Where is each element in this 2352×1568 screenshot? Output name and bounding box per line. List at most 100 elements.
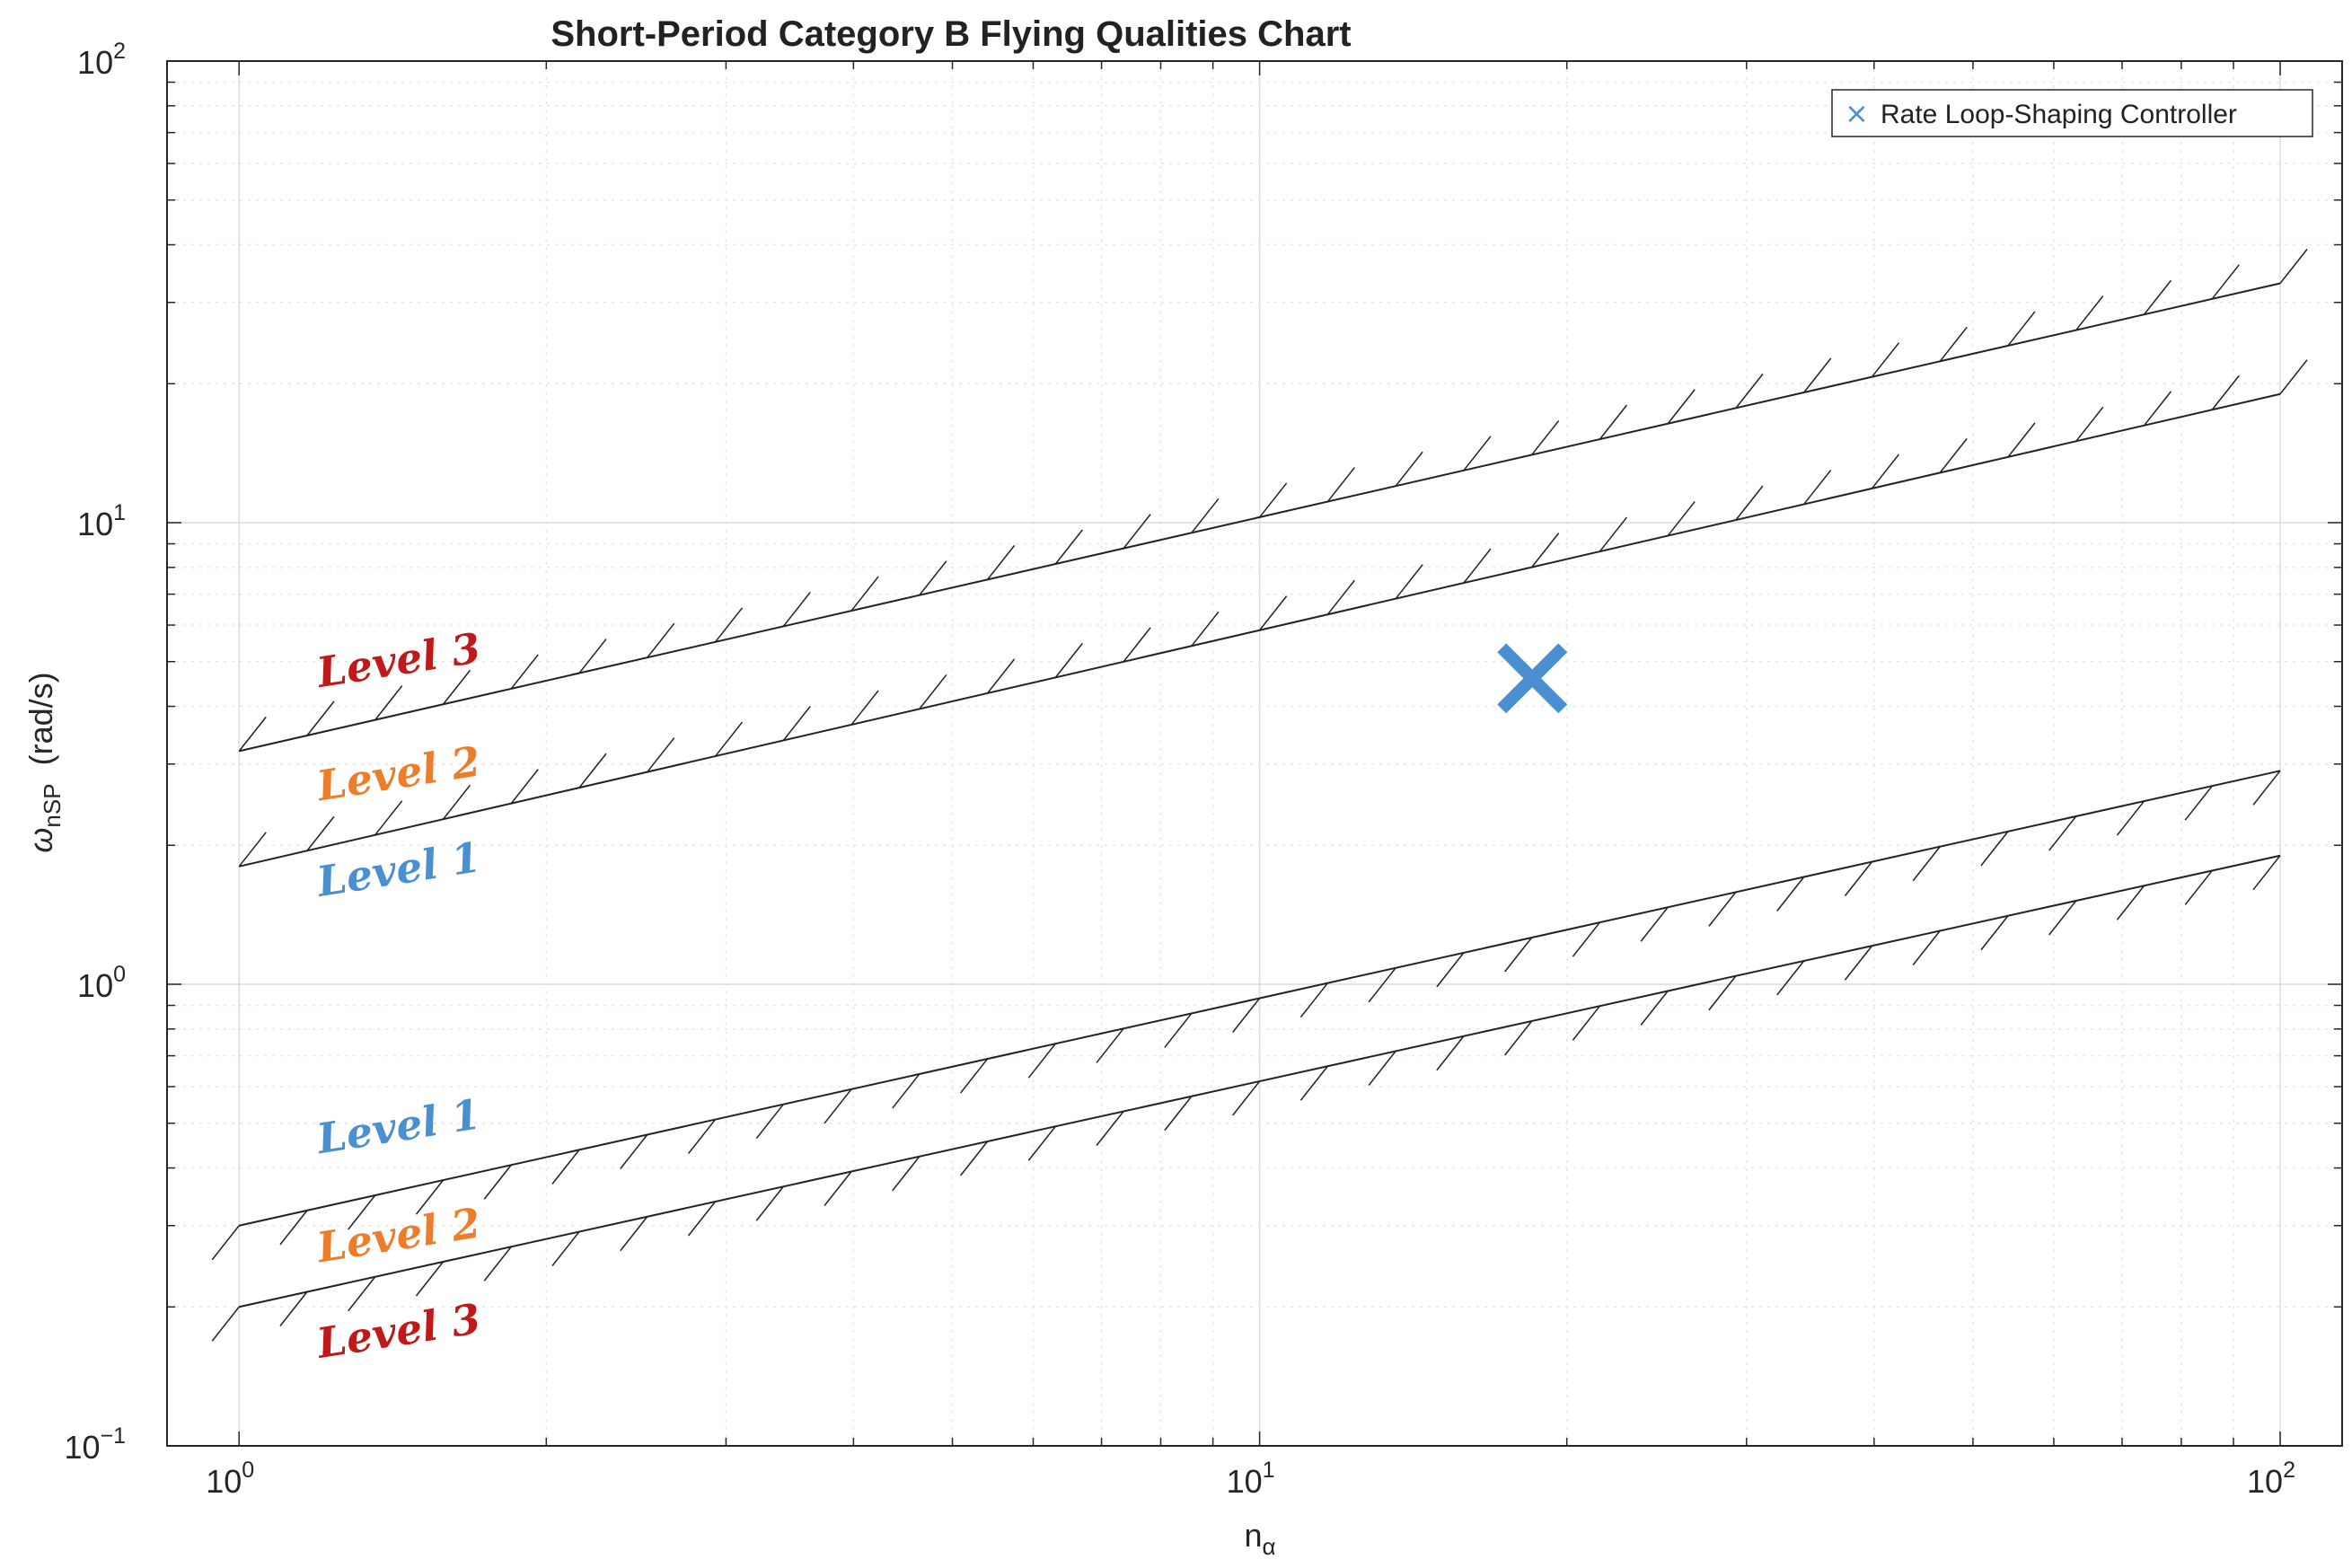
hatch-mark — [238, 832, 267, 868]
x-tick-label-base: 10 — [206, 1463, 242, 1500]
hatch-mark — [1463, 436, 1492, 471]
hatch-mark — [1436, 952, 1465, 988]
hatch-mark — [238, 716, 267, 752]
hatch-mark — [1232, 998, 1261, 1034]
hatch-mark — [892, 1156, 921, 1192]
x-tick-label-exponent: 1 — [1263, 1458, 1275, 1483]
legend-box — [1831, 89, 2313, 137]
hatch-mark — [279, 1210, 308, 1246]
hatch-mark — [415, 1261, 445, 1297]
marker-stroke — [1497, 643, 1568, 714]
hatch-mark — [1463, 548, 1492, 584]
x-tick-label: 100 — [206, 1458, 254, 1500]
y-axis-label-subscript: nSP — [39, 783, 66, 827]
x-axis-label: nα — [1244, 1517, 1275, 1560]
hatch-mark — [986, 658, 1016, 694]
hatch-mark — [850, 690, 879, 726]
hatch-mark — [1191, 611, 1220, 647]
hatch-mark — [1096, 1111, 1124, 1146]
hatch-mark — [1504, 937, 1533, 973]
hatch-mark — [1776, 960, 1805, 996]
hatch-mark — [442, 669, 471, 705]
y-tick-label: 102 — [77, 39, 126, 81]
hatch-mark — [919, 560, 947, 596]
hatch-mark — [1803, 357, 1832, 393]
hatch-mark — [850, 576, 879, 612]
hatch-mark — [1368, 967, 1396, 1003]
boundary-hatching — [211, 249, 2308, 1342]
hatch-mark — [1599, 404, 1628, 440]
chart-title: Short-Period Category B Flying Qualities… — [551, 14, 1351, 54]
y-tick-label-exponent: 2 — [113, 39, 126, 64]
hatch-mark — [1326, 467, 1355, 503]
hatch-mark — [1572, 921, 1601, 957]
hatch-mark — [892, 1073, 921, 1109]
y-tick-label: 10−1 — [64, 1423, 126, 1466]
y-tick-label-base: 10 — [77, 506, 113, 542]
hatch-mark — [2279, 359, 2308, 395]
hatch-mark — [2048, 815, 2077, 851]
y-tick-label-base: 10 — [77, 967, 113, 1004]
hatch-mark — [1259, 595, 1288, 631]
hatch-mark — [2184, 870, 2213, 905]
hatch-mark — [348, 1194, 376, 1230]
hatch-mark — [1395, 451, 1423, 487]
hatch-mark — [782, 706, 811, 741]
hatch-mark — [211, 1225, 240, 1261]
hatch-mark — [647, 622, 675, 658]
hatch-mark — [1299, 1065, 1328, 1101]
y-axis-label-omega: ω — [22, 828, 59, 853]
hatch-mark — [1735, 373, 1764, 409]
hatch-mark — [1096, 1027, 1124, 1063]
hatch-mark — [1708, 975, 1737, 1011]
hatch-mark — [2075, 295, 2104, 331]
hatch-mark — [1326, 579, 1355, 615]
level-label: Level 3 — [312, 1294, 483, 1368]
hatch-mark — [2116, 800, 2145, 836]
hatch-mark — [1027, 1043, 1056, 1079]
hatch-mark — [687, 1119, 717, 1155]
hatch-mark — [687, 1201, 717, 1237]
hatch-mark — [1939, 326, 1968, 362]
hatch-mark — [1164, 1096, 1193, 1132]
hatch-mark — [1980, 831, 2009, 867]
hatch-mark — [1259, 482, 1288, 518]
hatch-mark — [1395, 564, 1423, 600]
hatch-mark — [2279, 249, 2308, 284]
y-tick-label: 101 — [77, 500, 126, 542]
hatch-mark — [755, 1185, 784, 1221]
hatch-mark — [620, 1134, 648, 1169]
y-tick-label-base: 10 — [64, 1429, 100, 1466]
hatch-mark — [824, 1088, 852, 1124]
hatch-mark — [1054, 529, 1083, 565]
hatch-mark — [2116, 885, 2145, 921]
legend: × Rate Loop-Shaping Controller — [1831, 89, 2313, 137]
hatch-mark — [2143, 279, 2172, 315]
hatch-mark — [2211, 264, 2240, 300]
hatch-mark — [1939, 437, 1968, 473]
legend-label: Rate Loop-Shaping Controller — [1881, 100, 2237, 129]
hatch-mark — [755, 1104, 784, 1140]
hatch-mark — [2048, 900, 2077, 936]
hatch-mark — [1735, 485, 1764, 521]
hatch-mark — [1531, 533, 1560, 568]
hatch-mark — [1667, 501, 1696, 537]
hatch-mark — [1803, 470, 1832, 505]
x-tick-label-base: 10 — [2247, 1463, 2283, 1500]
x-axis-ticks: 100 101 102 — [206, 61, 2295, 1500]
hatch-mark — [1667, 389, 1696, 425]
data-point-x-marker — [1497, 643, 1568, 714]
hatch-mark — [2211, 374, 2240, 410]
hatch-mark — [1054, 642, 1083, 678]
hatch-mark — [986, 544, 1016, 580]
hatch-mark — [959, 1141, 989, 1176]
hatch-mark — [510, 654, 539, 690]
hatch-mark — [211, 1306, 240, 1342]
hatch-mark — [306, 815, 335, 851]
y-tick-label-exponent: 1 — [113, 500, 126, 525]
hatch-mark — [959, 1058, 989, 1094]
y-axis-label-unit: (rad/s) — [22, 672, 59, 765]
hatch-mark — [551, 1231, 580, 1266]
hatch-mark — [2143, 391, 2172, 427]
